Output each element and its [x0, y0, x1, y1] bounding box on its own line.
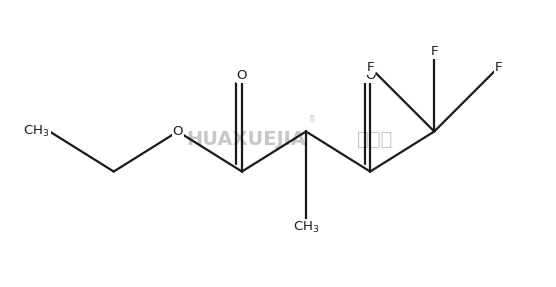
Text: ®: ®	[307, 115, 316, 124]
Text: O: O	[365, 69, 375, 82]
Text: CH$_3$: CH$_3$	[293, 220, 319, 235]
Text: F: F	[495, 61, 502, 74]
Text: O: O	[237, 69, 247, 82]
Text: F: F	[366, 61, 374, 74]
Text: HUAXUEJIA: HUAXUEJIA	[186, 130, 306, 149]
Text: CH$_3$: CH$_3$	[23, 124, 49, 139]
Text: O: O	[172, 125, 183, 138]
Text: F: F	[430, 45, 438, 58]
Text: 化学加: 化学加	[356, 130, 392, 149]
